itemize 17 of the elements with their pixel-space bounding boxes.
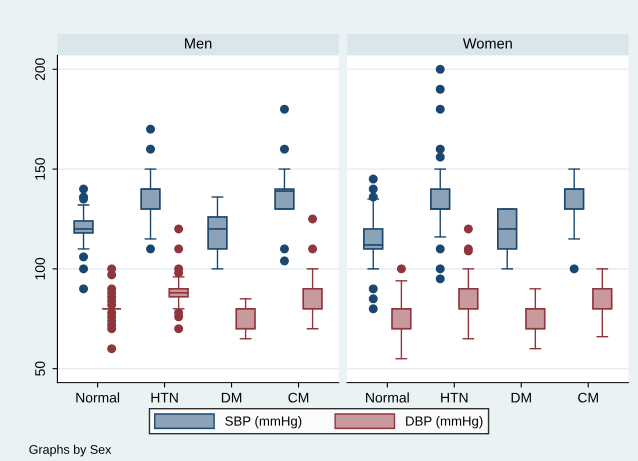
chart-title: Men (185, 38, 212, 49)
x-tick-label: HTN (151, 392, 178, 402)
x-tick-label: DM (512, 392, 531, 402)
legend-label: SBP (mmHg) (225, 416, 302, 428)
chart-title: Women (462, 38, 512, 49)
x-tick-label: CM (578, 392, 598, 403)
y-tick-label: 200 (35, 58, 45, 80)
x-tick-label: CM (288, 392, 308, 403)
x-tick-label: HTN (441, 392, 468, 402)
y-tick-label: 100 (35, 258, 45, 280)
x-tick-label: Normal (76, 392, 120, 403)
x-tick-label: DM (222, 392, 242, 402)
y-tick-label: 150 (35, 158, 45, 180)
legend-label: DBP (mmHg) (406, 416, 482, 428)
text: Graphs by Sex (29, 444, 112, 456)
x-tick-label: Normal (366, 392, 409, 403)
y-tick-label: 50 (35, 361, 45, 376)
